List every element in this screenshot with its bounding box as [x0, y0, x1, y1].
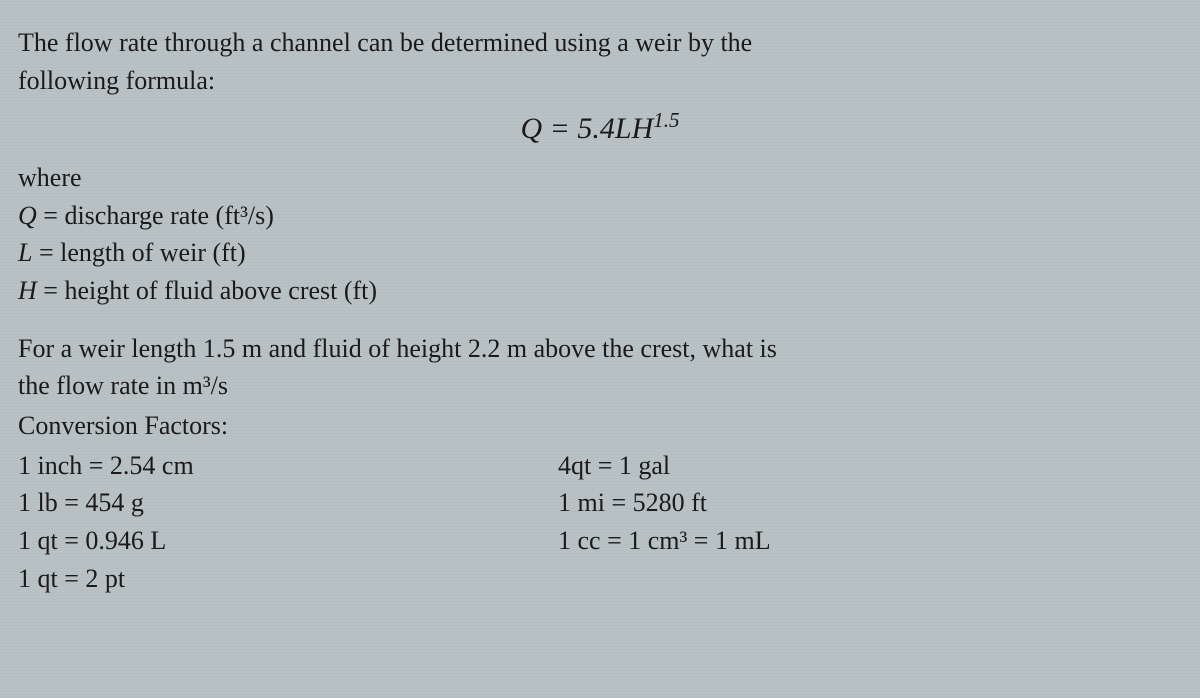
cf-item: 1 lb = 454 g [18, 484, 558, 522]
def-q: Q = discharge rate (ft³/s) [18, 197, 1182, 235]
intro-line-2: following formula: [18, 66, 215, 95]
question-line-2: the flow rate in m³/s [18, 371, 228, 400]
def-h-var: H [18, 276, 37, 305]
def-l: L = length of weir (ft) [18, 234, 1182, 272]
cf-item: 1 mi = 5280 ft [558, 484, 1098, 522]
intro-line-1: The flow rate through a channel can be d… [18, 28, 752, 57]
formula-q: Q [520, 112, 542, 145]
conversion-factors-left-column: 1 inch = 2.54 cm 1 lb = 454 g 1 qt = 0.9… [18, 447, 558, 598]
cf-item: 1 cc = 1 cm³ = 1 mL [558, 522, 1098, 560]
cf-item: 1 qt = 2 pt [18, 560, 558, 598]
conversion-factors-title: Conversion Factors: [18, 407, 1182, 445]
def-h-rest: = height of fluid above crest (ft) [37, 276, 377, 305]
def-l-var: L [18, 238, 32, 267]
formula-eq: = 5.4 [542, 112, 615, 145]
cf-item: 1 inch = 2.54 cm [18, 447, 558, 485]
formula: Q = 5.4LH1.5 [18, 105, 1182, 151]
formula-h: H [632, 112, 654, 145]
where-label: where [18, 159, 1182, 197]
conversion-factors-grid: 1 inch = 2.54 cm 1 lb = 454 g 1 qt = 0.9… [18, 447, 1182, 598]
def-h: H = height of fluid above crest (ft) [18, 272, 1182, 310]
question-text: For a weir length 1.5 m and fluid of hei… [18, 330, 1182, 405]
cf-item: 1 qt = 0.946 L [18, 522, 558, 560]
question-line-1: For a weir length 1.5 m and fluid of hei… [18, 334, 777, 363]
def-q-rest: = discharge rate (ft³/s) [37, 201, 274, 230]
intro-text: The flow rate through a channel can be d… [18, 24, 1182, 99]
definitions: where Q = discharge rate (ft³/s) L = len… [18, 159, 1182, 310]
def-l-rest: = length of weir (ft) [32, 238, 245, 267]
conversion-factors-right-column: 4qt = 1 gal 1 mi = 5280 ft 1 cc = 1 cm³ … [558, 447, 1098, 598]
def-q-var: Q [18, 201, 37, 230]
formula-l: L [615, 112, 632, 145]
formula-exp: 1.5 [653, 108, 679, 132]
cf-item: 4qt = 1 gal [558, 447, 1098, 485]
